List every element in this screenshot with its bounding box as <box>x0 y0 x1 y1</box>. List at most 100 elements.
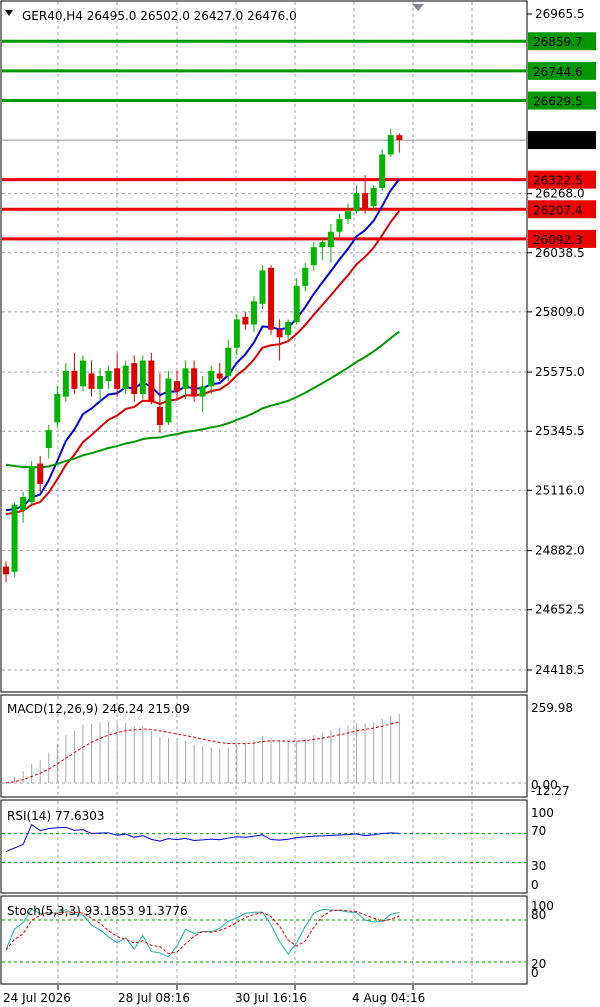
candle-body <box>216 373 223 379</box>
macd-axis-min: -12.27 <box>531 784 570 798</box>
candle-body <box>62 370 69 397</box>
candle-body <box>319 242 326 248</box>
candle-body <box>242 316 249 325</box>
shift-marker-icon[interactable] <box>412 4 424 11</box>
macd-title: MACD(12,26,9) 246.24 215.09 <box>7 702 190 716</box>
time-label: 30 Jul 16:16 <box>235 991 307 1005</box>
candle-body <box>268 267 275 330</box>
main-panel-border <box>0 0 528 693</box>
rsi-title: RSI(14) 77.6303 <box>7 809 105 823</box>
candle-body <box>276 329 283 338</box>
time-axis: 24 Jul 2026 28 Jul 08:16 30 Jul 16:16 4 … <box>3 985 425 1005</box>
rsi-axis-70: 70 <box>531 824 546 838</box>
stoch-title: Stoch(5,3,3) 93.1853 91.3776 <box>7 904 188 918</box>
candle-body <box>293 285 300 322</box>
price-tick-label: 25116.0 <box>535 483 585 497</box>
rsi-axis-30: 30 <box>531 859 546 873</box>
chart-grid <box>2 2 526 983</box>
price-tick-label: 25575.0 <box>535 365 585 379</box>
stoch-drawing <box>2 908 526 963</box>
candle-body <box>362 193 369 209</box>
rsi-drawing <box>2 823 526 863</box>
candle-body <box>191 368 198 397</box>
collapse-triangle-icon[interactable] <box>5 10 13 16</box>
price-tick-label: 26965.5 <box>535 7 585 21</box>
candle-body <box>3 566 9 575</box>
candle-body <box>285 321 292 335</box>
macd-signal-line <box>5 721 400 784</box>
candle-body <box>225 347 232 376</box>
candle-body <box>353 193 360 212</box>
level-tag <box>528 229 596 248</box>
candle-body <box>336 218 343 232</box>
candle-body <box>88 373 95 389</box>
level-tag-label: 26207.4 <box>533 203 583 217</box>
time-label: 4 Aug 04:16 <box>352 991 425 1005</box>
candle-body <box>387 135 394 155</box>
level-tag <box>528 200 596 219</box>
candle-body <box>233 319 240 348</box>
candle-body <box>28 466 35 503</box>
level-tag <box>528 170 596 189</box>
candle-body <box>122 365 129 389</box>
price-axis: 26965.5 26268.0 26038.5 25809.0 25575.0 25345… <box>527 7 596 677</box>
price-tick-label: 24418.5 <box>535 663 585 677</box>
price-tick-label: 25809.0 <box>535 305 585 319</box>
candle-body <box>156 406 163 425</box>
time-label: 28 Jul 08:16 <box>118 991 190 1005</box>
candle-body <box>302 267 309 286</box>
stoch-panel-border <box>0 895 528 985</box>
candle-body <box>37 463 44 485</box>
rsi-line <box>5 823 400 853</box>
candle-body <box>11 504 18 572</box>
macd-axis-max: 259.98 <box>531 701 573 715</box>
candle-body <box>370 187 377 207</box>
ma-slow-line <box>5 330 400 469</box>
time-label: 24 Jul 2026 <box>3 991 71 1005</box>
macd-drawing <box>2 713 526 784</box>
stoch-axis-80: 80 <box>531 908 546 922</box>
price-tick-label: 26268.0 <box>535 187 585 201</box>
macd-panel-border <box>0 694 528 798</box>
candle-body <box>148 360 155 402</box>
candle-body <box>105 370 112 382</box>
candle-body <box>345 211 351 219</box>
candle-body <box>71 370 78 389</box>
level-tag-label: 26744.6 <box>533 65 583 79</box>
price-tick-label: 24882.0 <box>535 544 585 558</box>
current-price-label: 26476.0 <box>533 134 583 148</box>
candle-body <box>259 270 266 304</box>
symbol-header: GER40,H4 26495.0 26502.0 26427.0 26476.0 <box>22 9 297 23</box>
candle-body <box>139 360 146 395</box>
candles <box>3 128 403 583</box>
level-tag <box>528 32 596 51</box>
level-tag-label: 26322.5 <box>533 174 583 188</box>
candle-body <box>327 231 334 248</box>
stoch-axis-0: 0 <box>531 966 539 980</box>
sr-levels <box>2 39 526 241</box>
candle-body <box>379 154 386 188</box>
stoch-d-line <box>5 909 400 955</box>
candle-body <box>45 430 52 449</box>
stoch-axis-100: 100 <box>531 899 554 913</box>
candle-body <box>310 247 317 266</box>
current-price-tag <box>528 131 596 150</box>
candle-body <box>114 368 121 389</box>
level-tag-label: 26092.3 <box>533 233 583 247</box>
candle-body <box>250 301 257 325</box>
candle-body <box>165 378 172 423</box>
candle-body <box>199 386 206 397</box>
level-tag <box>528 61 596 80</box>
ma-mid-line <box>5 210 401 516</box>
price-tick-label: 26038.5 <box>535 246 585 260</box>
candle-body <box>208 370 215 387</box>
level-tag <box>528 91 596 110</box>
candle-body <box>97 375 104 389</box>
rsi-axis-100: 100 <box>531 806 554 820</box>
candle-body <box>396 135 403 141</box>
candle-body <box>131 363 138 395</box>
rsi-axis-0: 0 <box>531 878 539 892</box>
level-tag-label: 26859.7 <box>533 35 583 49</box>
stoch-axis-20: 20 <box>531 957 546 971</box>
